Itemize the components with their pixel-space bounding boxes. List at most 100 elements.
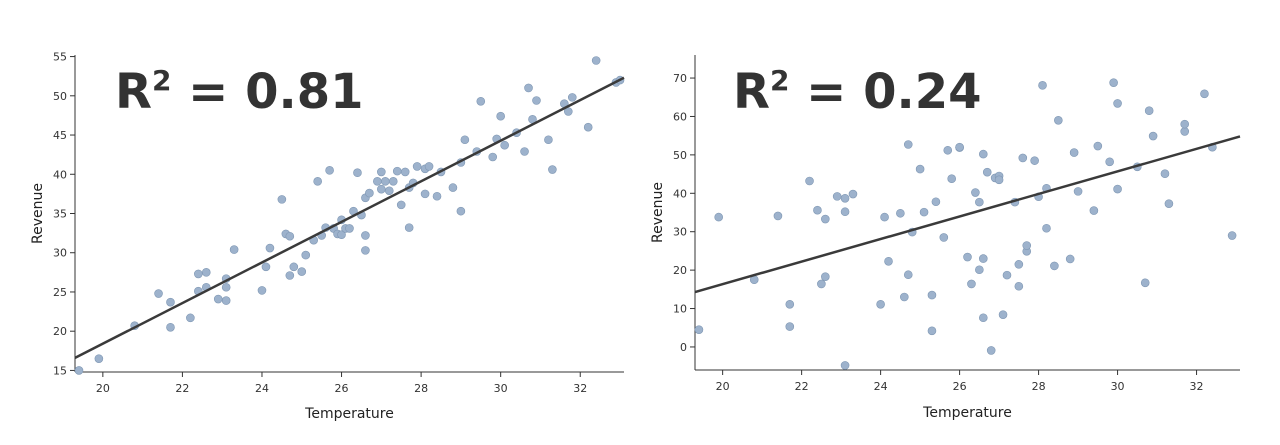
- data-point: [524, 83, 533, 93]
- data-point: [1065, 254, 1075, 264]
- data-point: [915, 164, 925, 174]
- data-point: [975, 197, 984, 207]
- data-point: [194, 269, 203, 279]
- y-tick-label: 25: [53, 286, 67, 299]
- data-point: [166, 322, 175, 332]
- data-point: [900, 292, 909, 302]
- data-point: [927, 290, 937, 300]
- data-point: [1140, 278, 1150, 288]
- data-point: [821, 272, 830, 281]
- data-point: [265, 243, 275, 253]
- data-point: [1054, 116, 1063, 125]
- x-tick-label: 20: [716, 380, 730, 393]
- data-point: [694, 325, 704, 334]
- data-point: [424, 162, 434, 171]
- data-point: [325, 166, 334, 175]
- data-point: [420, 189, 430, 199]
- y-axis-label: Revenue: [650, 182, 666, 243]
- data-point: [947, 174, 957, 183]
- data-point: [361, 231, 370, 240]
- data-point: [840, 361, 850, 370]
- data-point: [373, 177, 382, 186]
- y-tick-label: 0: [680, 341, 687, 354]
- y-axis-label: Revenue: [30, 183, 46, 244]
- data-point: [277, 195, 287, 204]
- x-tick-label: 20: [96, 382, 110, 395]
- data-point: [967, 279, 976, 289]
- data-point: [1018, 153, 1028, 163]
- data-point: [400, 167, 410, 177]
- x-tick-label: 30: [494, 382, 508, 395]
- y-tick-label: 70: [673, 72, 687, 85]
- data-point: [1089, 206, 1099, 215]
- data-point: [1200, 89, 1209, 99]
- data-point: [544, 135, 553, 145]
- data-point: [583, 122, 593, 132]
- data-point: [1109, 78, 1118, 87]
- y-tick-label: 55: [53, 51, 67, 64]
- data-point: [773, 211, 783, 221]
- data-point: [1022, 241, 1032, 250]
- data-point: [785, 300, 795, 309]
- data-point: [931, 197, 941, 207]
- data-point: [813, 205, 822, 215]
- data-point: [1105, 157, 1114, 167]
- data-point: [476, 96, 486, 106]
- y-tick-label: 60: [673, 110, 687, 123]
- data-point: [963, 252, 972, 262]
- data-point: [285, 271, 295, 280]
- data-point: [1014, 260, 1024, 269]
- data-point: [384, 186, 394, 196]
- data-point: [840, 207, 850, 217]
- data-point: [939, 233, 949, 242]
- data-point: [201, 268, 211, 277]
- data-point: [388, 177, 398, 186]
- r-squared-value: = 0.24: [789, 64, 981, 120]
- data-point: [257, 286, 267, 295]
- x-axis-label: Temperature: [922, 405, 1012, 421]
- data-point: [971, 188, 980, 197]
- y-tick-label: 10: [673, 303, 687, 316]
- x-tick-label: 32: [1190, 380, 1204, 393]
- data-point: [396, 200, 406, 210]
- data-point: [404, 223, 414, 232]
- data-point: [448, 183, 458, 192]
- right-scatter-chart: 0 10 20 30 40 50 60 70 20 22 24 26 28 30 32 Temperature…: [650, 55, 1241, 421]
- y-tick-label: 40: [53, 168, 67, 181]
- data-point: [377, 184, 386, 194]
- data-point: [848, 189, 858, 199]
- x-tick-label: 32: [573, 382, 587, 395]
- data-point: [500, 140, 509, 150]
- data-point: [166, 297, 175, 307]
- data-point: [1093, 141, 1103, 151]
- x-tick-label: 30: [1111, 380, 1125, 393]
- data-point: [1014, 281, 1024, 291]
- data-point: [903, 140, 913, 149]
- data-point: [1030, 156, 1039, 165]
- data-point: [880, 212, 889, 222]
- y-tick-label: 20: [673, 264, 687, 277]
- data-point: [548, 165, 557, 174]
- data-point: [285, 231, 295, 241]
- data-point: [412, 162, 422, 171]
- data-point: [714, 212, 723, 222]
- data-point: [1042, 223, 1051, 233]
- data-point: [896, 208, 905, 218]
- r-squared-annotation: R2 = 0.81: [115, 64, 364, 120]
- left-scatter-chart: 15 20 25 30 35 40 45 50 55 20 22 24 26 28 30 32 Temperat…: [30, 51, 625, 422]
- data-point: [361, 246, 370, 255]
- data-point: [978, 254, 988, 263]
- data-point: [1180, 119, 1190, 129]
- data-point: [840, 193, 850, 203]
- x-tick-label: 26: [953, 380, 967, 393]
- r-squared-superscript: 2: [770, 64, 789, 97]
- data-point: [154, 289, 163, 298]
- data-point: [392, 166, 402, 176]
- data-point: [994, 175, 1004, 185]
- data-point: [982, 167, 992, 177]
- r-squared-prefix: R: [733, 64, 770, 120]
- data-point: [1050, 261, 1059, 271]
- x-tick-label: 28: [414, 382, 428, 395]
- y-tick-label: 50: [673, 149, 687, 162]
